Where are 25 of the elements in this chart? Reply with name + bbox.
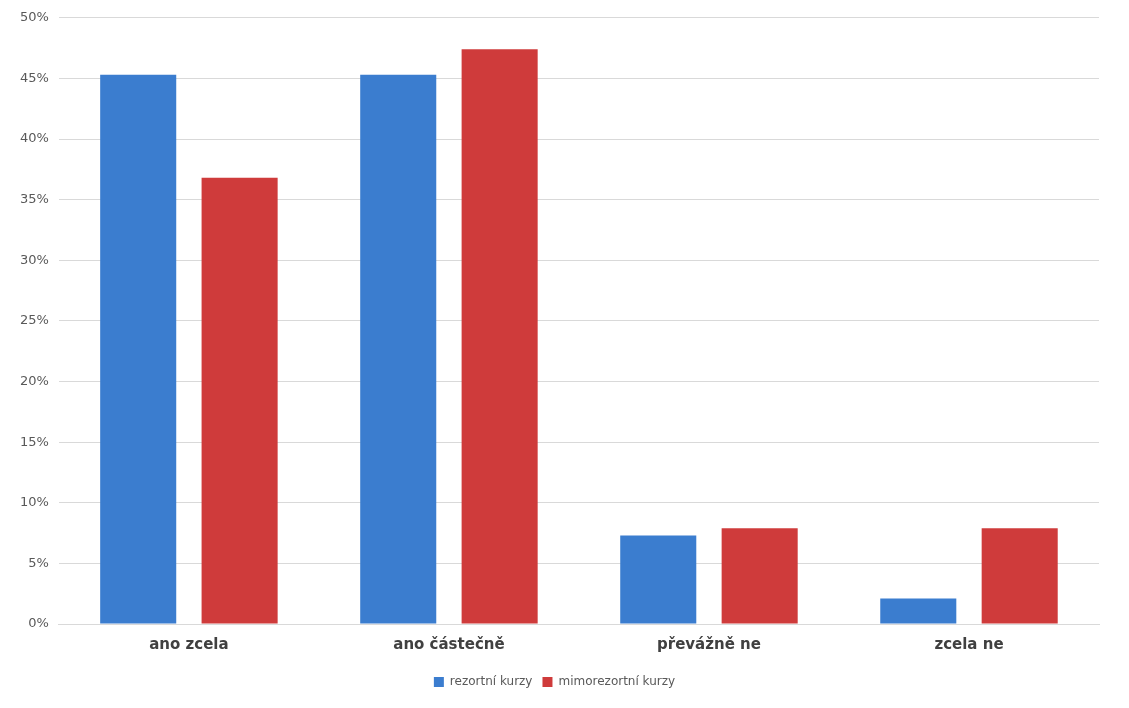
y-tick-label: 15% <box>19 433 49 449</box>
bar <box>461 49 538 624</box>
bar <box>360 74 437 624</box>
bar <box>721 528 798 624</box>
bar <box>100 74 177 624</box>
y-tick-label: 40% <box>19 130 49 146</box>
y-tick-label: 35% <box>19 191 49 207</box>
bar <box>880 598 957 624</box>
y-tick-label: 25% <box>19 312 49 328</box>
x-tick-label: převážně ne <box>657 634 761 653</box>
x-tick-label: ano zcela <box>149 634 229 653</box>
bar <box>201 177 278 624</box>
bar <box>981 528 1058 624</box>
y-tick-label: 0% <box>28 615 49 631</box>
x-tick-label: zcela ne <box>934 634 1004 653</box>
y-tick-label: 50% <box>19 9 49 25</box>
y-tick-label: 45% <box>19 69 49 85</box>
legend-label: mimorezortní kurzy <box>558 674 676 689</box>
y-tick-label: 10% <box>19 494 49 510</box>
x-tick-label: ano částečně <box>393 634 505 653</box>
y-tick-label: 20% <box>19 372 49 388</box>
legend-label: rezortní kurzy <box>449 674 533 689</box>
y-tick-label: 5% <box>28 554 49 570</box>
bar <box>620 535 697 624</box>
y-tick-label: 30% <box>19 251 49 267</box>
